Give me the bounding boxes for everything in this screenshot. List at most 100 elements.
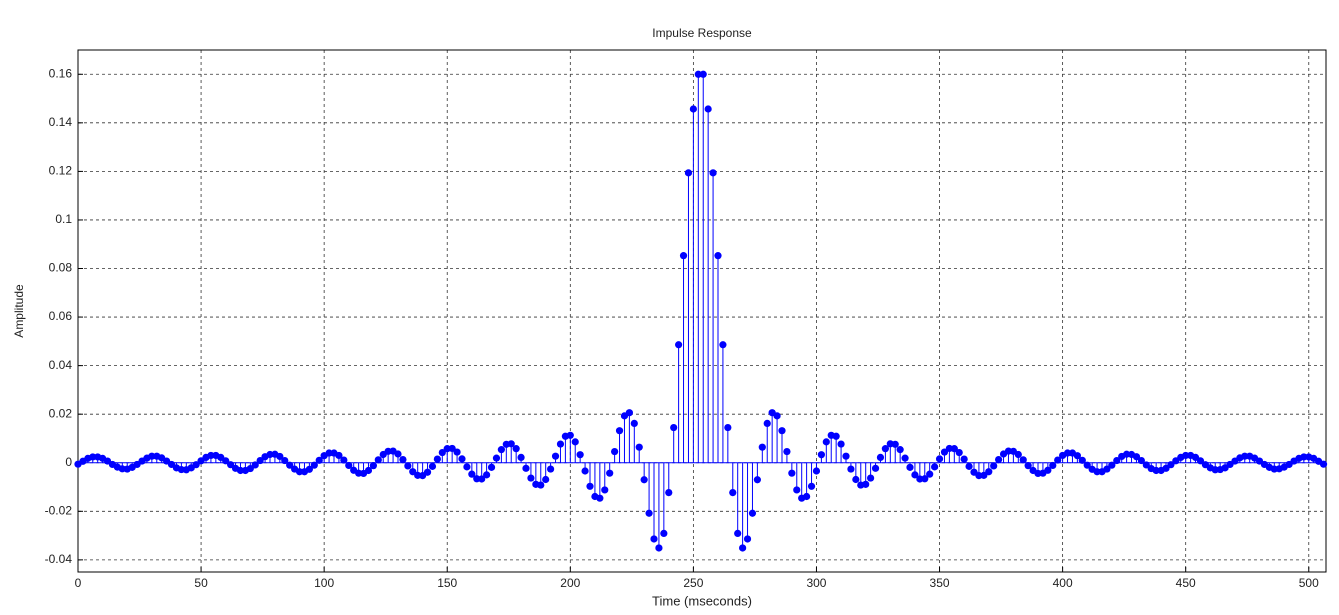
stem-marker: [246, 464, 254, 473]
stem-marker: [743, 535, 752, 543]
stem-marker: [965, 462, 973, 470]
stem-marker: [871, 464, 880, 472]
x-tick-label: 50: [194, 576, 208, 590]
stem-marker: [517, 453, 525, 462]
stem-marker: [487, 463, 496, 471]
stem-marker: [645, 509, 653, 517]
stem-marker: [305, 465, 313, 473]
stem-marker: [576, 451, 584, 459]
stem-marker: [404, 462, 412, 470]
stem-marker: [222, 457, 230, 465]
stem-marker: [606, 469, 614, 477]
stem-marker: [1196, 457, 1205, 465]
x-tick-label: 200: [560, 576, 580, 590]
stem-marker: [729, 489, 737, 497]
stem-marker: [89, 453, 97, 461]
stem-marker: [409, 468, 417, 476]
stem-marker: [763, 419, 771, 428]
stem-marker: [1024, 462, 1032, 470]
stem-marker: [566, 431, 574, 439]
stem-marker: [940, 448, 949, 456]
stem-marker: [719, 341, 727, 349]
stem-marker: [842, 452, 850, 460]
stem-marker: [1167, 461, 1175, 469]
stem-marker: [995, 455, 1003, 464]
stem-marker: [335, 451, 343, 460]
stem-marker: [1108, 461, 1116, 469]
stem-marker: [369, 462, 377, 470]
stem-marker: [670, 423, 678, 432]
stem-marker: [1049, 461, 1057, 470]
stem-marker: [374, 456, 382, 464]
stem-marker: [227, 461, 235, 469]
stem-marker: [955, 448, 963, 457]
stem-marker: [1103, 465, 1111, 473]
y-tick-label: 0.12: [49, 164, 73, 178]
y-tick-label: 0.08: [49, 261, 73, 275]
stem-marker: [862, 480, 870, 488]
stem-marker: [1063, 449, 1072, 457]
stem-marker: [635, 443, 643, 451]
stem-marker: [704, 105, 712, 113]
stem-marker: [778, 427, 786, 435]
stem-marker: [458, 455, 466, 463]
stem-marker: [428, 462, 437, 470]
stem-marker: [822, 438, 830, 446]
y-tick-label: 0.16: [49, 66, 73, 80]
stem-marker: [630, 419, 638, 428]
stem-marker: [753, 476, 761, 484]
stem-marker: [537, 481, 545, 489]
y-tick-label: 0.02: [49, 406, 73, 420]
stem-marker: [931, 463, 939, 471]
stem-marker: [1113, 456, 1121, 465]
stem-marker: [522, 464, 530, 472]
stem-marker: [433, 455, 441, 463]
stem-marker: [236, 466, 245, 475]
x-tick-label: 250: [683, 576, 703, 590]
stem-marker: [689, 105, 697, 113]
stem-marker: [783, 447, 791, 456]
stem-marker: [1044, 466, 1052, 474]
stem-marker: [1078, 456, 1086, 464]
stem-marker: [655, 544, 663, 552]
stem-marker: [817, 451, 825, 459]
plot-area: [78, 50, 1326, 572]
stem-marker: [463, 463, 471, 471]
stem-marker: [1137, 456, 1145, 465]
stem-marker: [980, 471, 988, 479]
stem-marker: [148, 452, 156, 460]
stem-marker: [640, 476, 648, 484]
stem-marker: [803, 492, 811, 501]
stem-marker: [295, 468, 304, 476]
stem-marker: [423, 468, 432, 476]
x-tick-label: 400: [1053, 576, 1073, 590]
stem-marker: [438, 448, 446, 457]
stem-marker: [345, 461, 353, 470]
stem-marker: [896, 446, 904, 454]
stem-marker: [547, 465, 555, 473]
x-tick-label: 350: [930, 576, 950, 590]
stem-marker: [807, 482, 816, 490]
stem-marker: [985, 468, 993, 476]
x-axis-label: Time (mseconds): [652, 593, 752, 608]
stem-marker: [793, 486, 801, 494]
stem-marker: [507, 440, 515, 448]
x-tick-label: 100: [314, 576, 334, 590]
stem-marker: [847, 465, 855, 473]
y-tick-label: 0.1: [55, 212, 72, 226]
stem-marker: [527, 474, 535, 482]
stem-marker: [571, 438, 579, 446]
stem-marker: [399, 455, 407, 464]
stem-marker: [921, 475, 929, 483]
stem-marker: [478, 475, 486, 483]
stem-marker: [364, 466, 373, 475]
stem-marker: [675, 341, 683, 349]
x-tick-label: 0: [75, 576, 82, 590]
stem-marker: [679, 252, 688, 260]
stem-marker: [276, 452, 284, 461]
stem-marker: [251, 461, 259, 469]
stem-marker: [1132, 453, 1141, 461]
stem-marker: [694, 70, 702, 78]
stem-marker: [596, 494, 604, 502]
stem-marker: [615, 427, 624, 435]
